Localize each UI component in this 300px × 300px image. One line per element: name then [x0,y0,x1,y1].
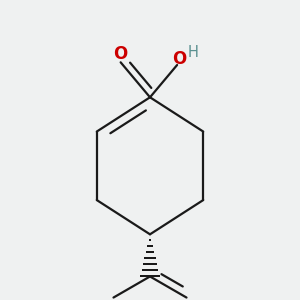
Text: O: O [113,44,128,62]
Text: O: O [172,50,186,68]
Text: H: H [188,45,198,60]
